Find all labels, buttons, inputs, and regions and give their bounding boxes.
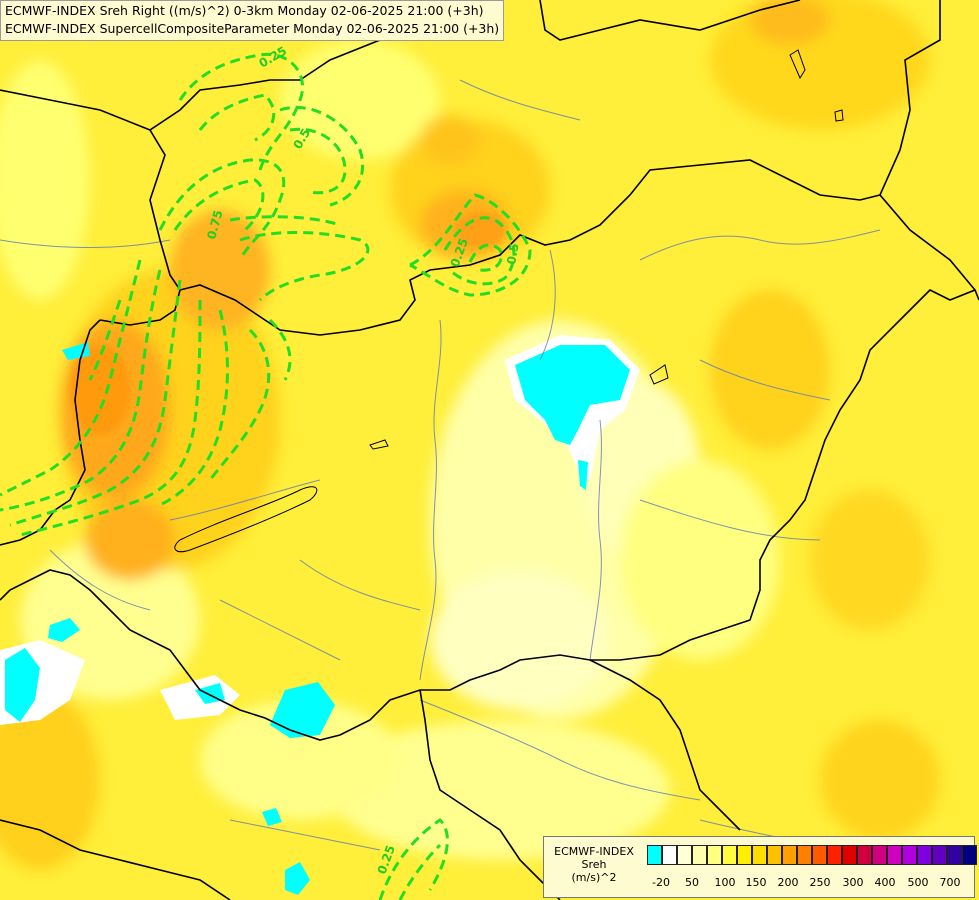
cyan-patch-south <box>270 682 335 738</box>
border-south2 <box>589 659 741 831</box>
legend-swatch <box>932 845 947 865</box>
field-gold-se <box>820 720 940 840</box>
field-orange-w2 <box>85 500 175 580</box>
legend-tick-label: 50 <box>685 876 699 889</box>
legend-tick-label: 150 <box>745 876 767 889</box>
border-north <box>0 0 941 336</box>
legend-title-line: (m/s)^2 <box>571 871 617 884</box>
legend-tick-label: 700 <box>939 876 961 889</box>
legend-swatch <box>887 845 902 865</box>
negative-patches <box>0 335 640 895</box>
color-legend: ECMWF-INDEX Sreh (m/s)^2 -20 50 100 150 200 2… <box>543 836 977 898</box>
header-line-scp: ECMWF-INDEX SupercellCompositeParameter … <box>5 21 500 36</box>
rivers <box>0 79 881 851</box>
legend-tick-label: 100 <box>714 876 736 889</box>
cyan-patch-sw2 <box>48 618 80 642</box>
legend-swatch <box>857 845 872 865</box>
legend-title-line: ECMWF-INDEX <box>554 845 634 858</box>
field-paleyellow-south <box>330 720 670 860</box>
border-east <box>0 194 977 741</box>
legend-swatch <box>812 845 827 865</box>
border-ne-top <box>539 0 801 41</box>
lake-ne2 <box>834 109 844 122</box>
field-paleyellow-east <box>620 460 780 660</box>
legend-tick-label: -20 <box>652 876 670 889</box>
field-gold-sw <box>0 690 100 870</box>
lake-small <box>369 439 389 450</box>
field-paleyellow-nw <box>0 60 90 300</box>
legend-swatch <box>872 845 887 865</box>
border-sw <box>0 819 231 900</box>
legend-swatch <box>647 845 662 865</box>
header-line-sreh: ECMWF-INDEX Sreh Right ((m/s)^2) 0-3km M… <box>5 3 484 18</box>
cyan-patch-center <box>515 345 630 445</box>
legend-title-line: Sreh <box>581 858 607 871</box>
legend-swatch <box>752 845 767 865</box>
legend-swatch <box>767 845 782 865</box>
cyan-patch-sw <box>5 648 40 722</box>
legend-swatch <box>842 845 857 865</box>
legend-tick-label: 200 <box>777 876 799 889</box>
field-orange-ne <box>750 0 830 45</box>
legend-tick-label: 500 <box>907 876 929 889</box>
legend-swatch <box>692 845 707 865</box>
legend-swatch <box>677 845 692 865</box>
legend-swatch <box>707 845 722 865</box>
legend-swatch <box>947 845 962 865</box>
contour-label: 0.5 <box>504 242 521 265</box>
field-gold-e2 <box>810 490 930 630</box>
border-west <box>0 319 101 546</box>
legend-swatch <box>902 845 917 865</box>
field-gold-east <box>710 290 830 450</box>
legend-title: ECMWF-INDEX Sreh (m/s)^2 <box>544 845 644 884</box>
cyan-patch-bottom2 <box>262 808 282 826</box>
lake-balaton <box>174 486 318 553</box>
legend-swatch <box>917 845 932 865</box>
scp-contours <box>0 52 532 900</box>
field-deeporange-w <box>70 345 130 435</box>
legend-swatch <box>782 845 797 865</box>
border-neighbor-e <box>974 289 979 301</box>
field-deeporange-n <box>455 212 505 248</box>
border-south <box>419 689 561 900</box>
legend-tick-label: 400 <box>874 876 896 889</box>
field-orange-n2 <box>420 115 480 165</box>
cyan-patch-w <box>62 342 90 360</box>
cyan-patch-bottom <box>285 862 310 895</box>
legend-swatch <box>962 845 977 865</box>
legend-swatch <box>797 845 812 865</box>
field-lightyellow-center2 <box>430 570 610 710</box>
legend-swatch <box>662 845 677 865</box>
lake-ne <box>789 49 806 80</box>
legend-swatch <box>722 845 737 865</box>
legend-tick-label: 250 <box>809 876 831 889</box>
lake-center <box>649 364 669 385</box>
lakes <box>174 49 844 553</box>
legend-swatch <box>737 845 752 865</box>
cyan-patch-center-tail <box>578 460 588 490</box>
field-paleyellow-north <box>280 40 440 160</box>
chart-header: ECMWF-INDEX Sreh Right ((m/s)^2) 0-3km M… <box>0 0 505 41</box>
legend-swatch <box>827 845 842 865</box>
legend-tick-label: 300 <box>842 876 864 889</box>
